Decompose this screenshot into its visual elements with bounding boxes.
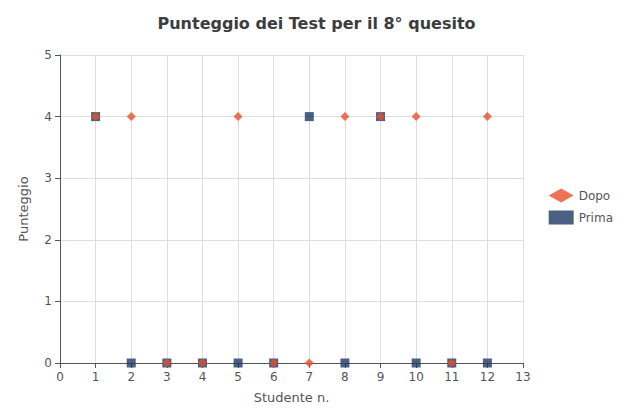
svg-text:Dopo: Dopo — [579, 189, 611, 203]
svg-text:4: 4 — [44, 110, 52, 124]
svg-text:11: 11 — [444, 370, 459, 384]
svg-text:2: 2 — [44, 233, 52, 247]
svg-text:1: 1 — [44, 294, 52, 308]
svg-text:5: 5 — [234, 370, 242, 384]
svg-text:4: 4 — [199, 370, 207, 384]
svg-text:3: 3 — [163, 370, 171, 384]
svg-text:5: 5 — [44, 48, 52, 62]
svg-text:Punteggio: Punteggio — [16, 176, 31, 241]
svg-text:Punteggio dei Test per il 8° q: Punteggio dei Test per il 8° quesito — [157, 14, 475, 33]
svg-text:13: 13 — [515, 370, 530, 384]
svg-text:2: 2 — [127, 370, 135, 384]
svg-text:6: 6 — [270, 370, 278, 384]
svg-text:0: 0 — [56, 370, 64, 384]
svg-text:12: 12 — [480, 370, 495, 384]
svg-text:9: 9 — [377, 370, 385, 384]
svg-text:Prima: Prima — [579, 211, 613, 225]
svg-text:1: 1 — [92, 370, 100, 384]
svg-text:8: 8 — [341, 370, 349, 384]
svg-text:3: 3 — [44, 171, 52, 185]
svg-text:10: 10 — [409, 370, 424, 384]
svg-text:7: 7 — [305, 370, 313, 384]
svg-text:0: 0 — [44, 356, 52, 370]
svg-text:Studente n.: Studente n. — [254, 390, 330, 405]
